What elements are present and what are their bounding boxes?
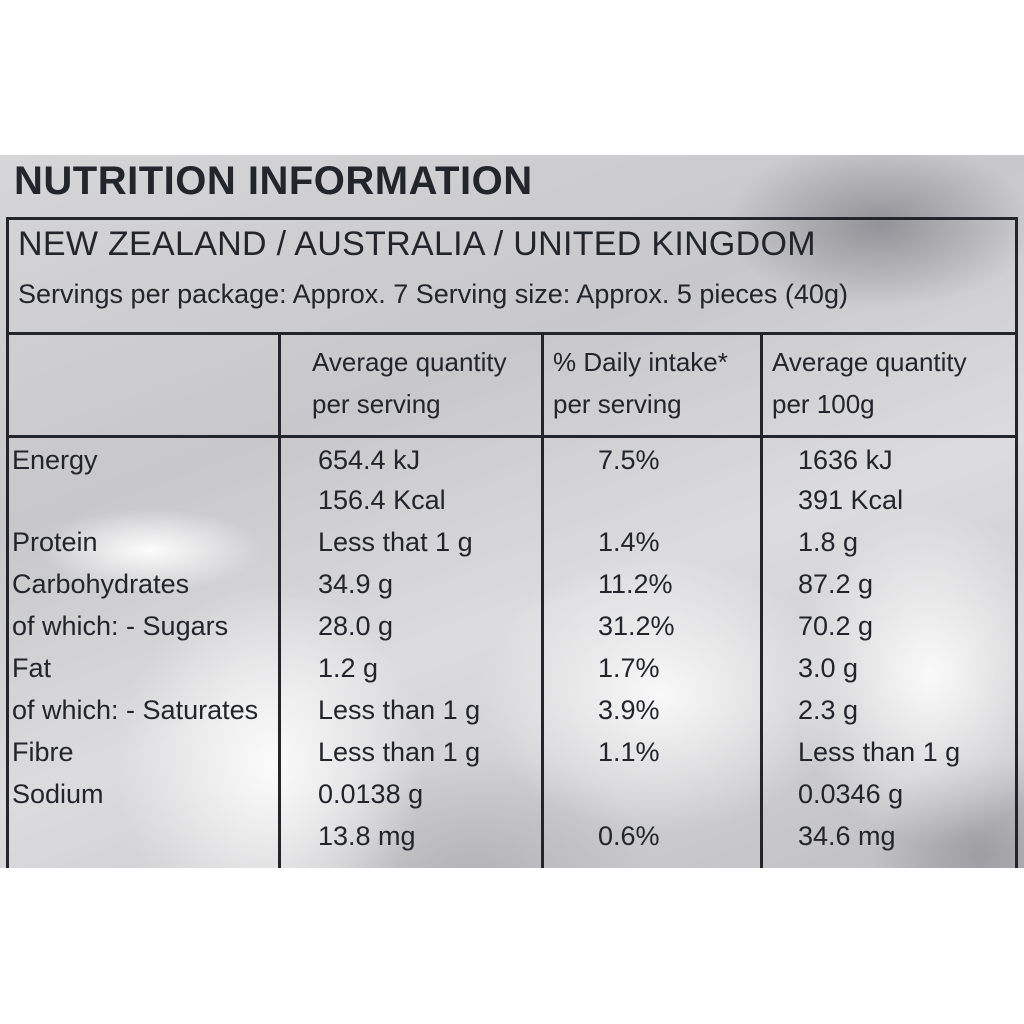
per-serving-value: 28.0 g <box>318 611 394 641</box>
per-100g-value: 391 Kcal <box>798 485 904 515</box>
header-line: Average quantity <box>312 347 507 377</box>
daily-intake-value: 31.2% <box>598 611 675 641</box>
per-serving-value: 0.0138 g <box>318 779 424 809</box>
per-serving-value: Less that 1 g <box>318 527 473 557</box>
per-serving-value: 34.9 g <box>318 569 394 599</box>
column-divider <box>278 335 281 868</box>
per-100g-value: 2.3 g <box>798 695 859 725</box>
per-serving-value: 156.4 Kcal <box>318 485 446 515</box>
per-serving-value: 1.2 g <box>318 653 379 683</box>
per-100g-value: Less than 1 g <box>798 737 961 767</box>
header-line: % Daily intake* <box>553 347 728 377</box>
per-serving-value: Less than 1 g <box>318 737 481 767</box>
nutrient-name: Carbohydrates <box>12 569 190 599</box>
per-100g-value: 34.6 mg <box>798 821 896 851</box>
header-line: per serving <box>312 389 441 419</box>
per-100g-value: 0.0346 g <box>798 779 904 809</box>
label-title: NUTRITION INFORMATION <box>14 159 533 203</box>
servings-info: Servings per package: Approx. 7 Serving … <box>18 279 848 309</box>
daily-intake-value: 1.1% <box>598 737 660 767</box>
divider <box>6 435 1018 438</box>
nutrient-name: of which: - Sugars <box>12 611 229 641</box>
per-serving-value: Less than 1 g <box>318 695 481 725</box>
header-line: Average quantity <box>772 347 967 377</box>
daily-intake-value: 11.2% <box>598 569 673 599</box>
per-100g-value: 70.2 g <box>798 611 874 641</box>
header-per-serving: Average quantity per serving <box>312 341 507 425</box>
nutrient-name: Fat <box>12 653 52 683</box>
daily-intake-value: 0.6% <box>598 821 660 851</box>
table-frame <box>6 217 1018 868</box>
daily-intake-value: 1.4% <box>598 527 660 557</box>
nutrition-label: NUTRITION INFORMATION NEW ZEALAND / AUST… <box>0 155 1024 868</box>
daily-intake-value: 3.9% <box>598 695 660 725</box>
per-100g-value: 1636 kJ <box>798 445 893 475</box>
nutrient-name: Energy <box>12 445 98 475</box>
per-serving-value: 13.8 mg <box>318 821 416 851</box>
nutrient-name: of which: - Saturates <box>12 695 259 725</box>
header-daily-intake: % Daily intake* per serving <box>553 341 728 425</box>
daily-intake-value: 1.7% <box>598 653 660 683</box>
per-serving-value: 654.4 kJ <box>318 445 421 475</box>
per-100g-value: 87.2 g <box>798 569 874 599</box>
nutrient-name: Sodium <box>12 779 104 809</box>
column-divider <box>541 335 544 868</box>
per-100g-value: 3.0 g <box>798 653 859 683</box>
header-line: per 100g <box>772 389 875 419</box>
header-per-100g: Average quantity per 100g <box>772 341 967 425</box>
region-heading: NEW ZEALAND / AUSTRALIA / UNITED KINGDOM <box>18 225 816 263</box>
nutrient-name: Fibre <box>12 737 74 767</box>
header-line: per serving <box>553 389 682 419</box>
nutrient-name: Protein <box>12 527 98 557</box>
per-100g-value: 1.8 g <box>798 527 859 557</box>
daily-intake-value: 7.5% <box>598 445 660 475</box>
column-divider <box>760 335 763 868</box>
divider <box>6 332 1018 335</box>
